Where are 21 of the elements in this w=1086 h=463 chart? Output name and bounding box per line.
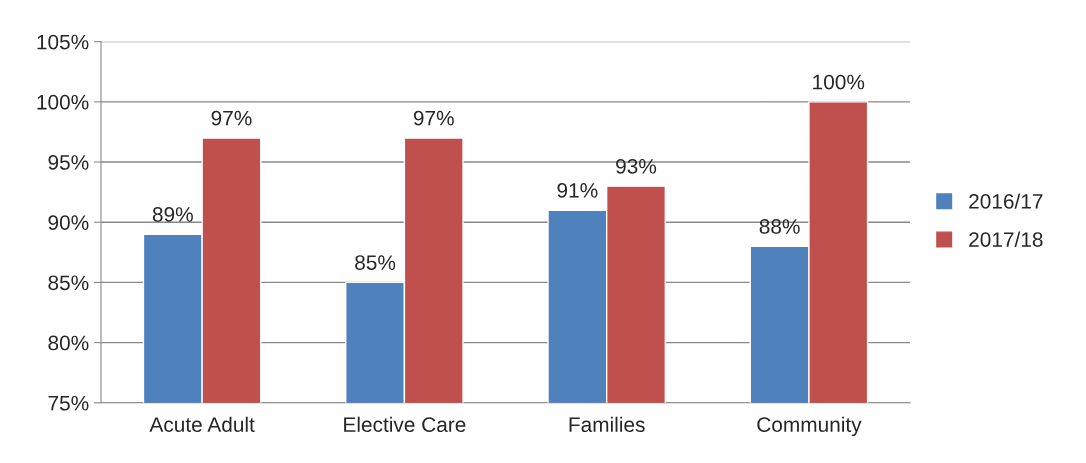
data-label: 93% [616,158,657,174]
data-label: 97% [211,110,252,126]
x-tick-label: Community [757,416,862,437]
y-tick-label: 90% [48,215,89,230]
data-label: 100% [813,74,865,90]
y-tick-label: 95% [48,155,89,170]
legend-label: 2016/17 [969,193,1043,209]
y-tick-label: 75% [48,395,89,411]
data-label: 88% [759,219,800,234]
data-label: 85% [355,255,396,270]
y-tick-label: 85% [48,275,89,291]
x-tick-label: Acute Adult [149,416,255,432]
data-label: 89% [152,207,193,222]
legend-label: 2017/18 [969,231,1043,247]
data-label: 91% [557,183,598,198]
x-tick-label: Families [569,416,645,432]
y-tick-label: 100% [37,94,89,110]
data-label: 97% [413,110,454,126]
y-tick-label: 80% [48,335,89,351]
y-tick-label: 105% [37,34,89,50]
x-tick-label: Elective Care [344,416,466,432]
